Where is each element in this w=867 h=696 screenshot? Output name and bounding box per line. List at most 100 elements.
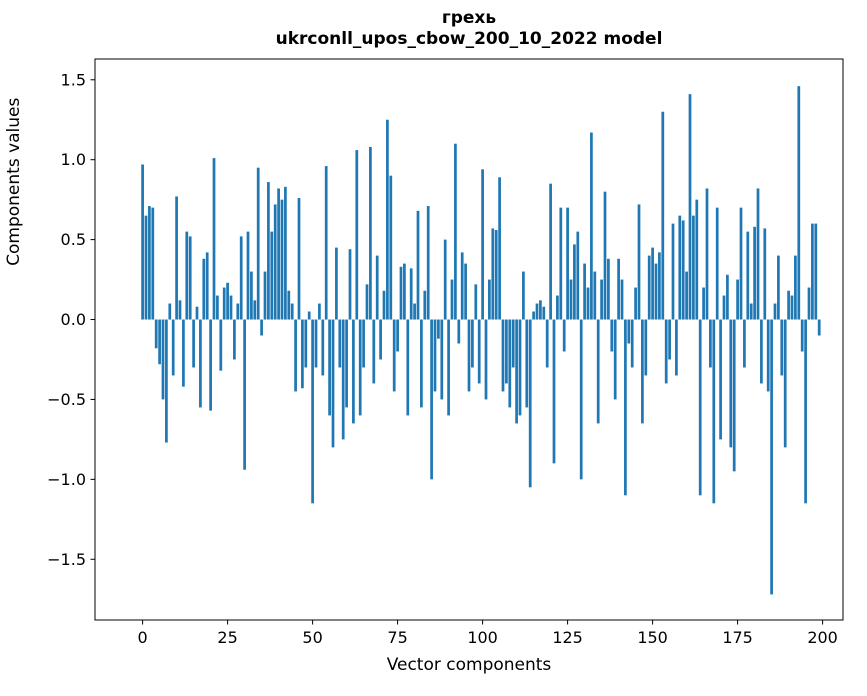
bar <box>301 319 304 389</box>
bar <box>426 206 430 320</box>
bar <box>491 228 495 320</box>
bar <box>416 210 420 320</box>
bar <box>270 231 274 320</box>
y-tick-label: −0.5 <box>47 390 86 409</box>
bar <box>413 303 416 320</box>
bar <box>236 303 240 320</box>
y-tick-label: 1.0 <box>61 150 86 169</box>
bar <box>375 255 379 320</box>
y-tick-label: −1.5 <box>47 550 86 569</box>
bar <box>702 287 705 320</box>
bar <box>199 319 202 408</box>
bar <box>226 282 229 320</box>
bar <box>797 86 801 320</box>
bar <box>216 295 219 320</box>
bar <box>389 175 393 320</box>
x-tick-label: 25 <box>217 628 237 647</box>
x-tick-label: 150 <box>637 628 668 647</box>
bar <box>562 319 566 352</box>
bar <box>688 94 692 320</box>
bar <box>654 263 658 320</box>
y-tick-label: −1.0 <box>47 470 86 489</box>
bar <box>474 284 478 320</box>
bar <box>729 319 733 448</box>
bar <box>253 300 257 320</box>
bar <box>545 319 549 368</box>
bar <box>430 319 433 480</box>
bar <box>607 258 610 320</box>
bar <box>532 311 535 320</box>
bar <box>450 279 454 320</box>
bar <box>311 319 314 504</box>
bar <box>508 319 512 408</box>
bar <box>471 319 474 368</box>
bar <box>420 319 423 408</box>
bar <box>511 319 515 368</box>
bar <box>732 319 736 472</box>
bar <box>399 266 403 320</box>
bar <box>239 236 243 320</box>
bar <box>297 198 301 320</box>
bar <box>814 223 818 320</box>
bar <box>596 319 600 424</box>
bar <box>685 271 688 320</box>
x-tick-label: 125 <box>552 628 583 647</box>
bar <box>290 303 294 320</box>
bar <box>148 206 151 320</box>
bar <box>477 319 481 384</box>
bar <box>318 303 321 320</box>
bar <box>352 319 355 424</box>
bar <box>362 319 365 368</box>
bar <box>613 319 617 400</box>
bar <box>154 319 158 349</box>
bar <box>637 204 641 320</box>
bar <box>756 188 760 320</box>
bar <box>460 252 464 320</box>
bar <box>749 303 753 320</box>
bar <box>328 319 331 416</box>
bar <box>681 220 685 320</box>
x-tick-label: 100 <box>467 628 498 647</box>
bar <box>246 231 250 320</box>
bar <box>406 319 410 416</box>
bar <box>335 247 338 320</box>
bar <box>603 191 607 320</box>
bar <box>777 255 780 320</box>
bar <box>535 303 539 320</box>
bar <box>348 249 352 320</box>
bar <box>433 319 437 392</box>
bar <box>481 169 484 320</box>
bar <box>345 319 348 408</box>
bar <box>566 207 569 320</box>
bar <box>644 319 648 376</box>
bar <box>440 319 444 400</box>
bar <box>712 319 716 504</box>
bar <box>552 319 556 464</box>
bar <box>539 300 542 320</box>
bar <box>620 279 624 320</box>
bar <box>780 319 784 376</box>
y-tick-label: 0.5 <box>61 230 86 249</box>
bar <box>559 207 563 320</box>
bar <box>817 319 821 336</box>
bar <box>250 271 253 320</box>
bar <box>736 279 739 320</box>
x-tick-label: 75 <box>387 628 407 647</box>
x-axis-label: Vector components <box>386 655 552 675</box>
bar <box>409 268 413 320</box>
bar <box>467 319 471 392</box>
bar <box>205 252 209 320</box>
bar <box>304 319 308 368</box>
bar <box>661 111 665 320</box>
bar <box>760 319 763 384</box>
bar <box>787 290 790 320</box>
bar <box>260 319 263 336</box>
bar <box>494 230 498 320</box>
bar <box>743 319 746 368</box>
bar <box>484 319 488 400</box>
bar <box>586 287 590 320</box>
bar <box>379 319 382 360</box>
bar <box>165 319 168 443</box>
